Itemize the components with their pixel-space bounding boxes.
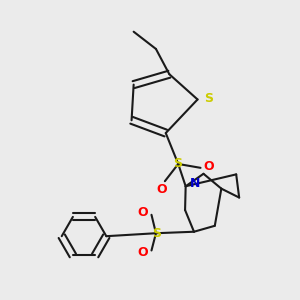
Text: S: S	[152, 227, 161, 240]
Text: O: O	[156, 183, 166, 196]
Text: O: O	[137, 246, 148, 259]
Text: S: S	[204, 92, 213, 105]
Text: S: S	[173, 157, 182, 170]
Text: O: O	[137, 206, 148, 219]
Text: O: O	[203, 160, 214, 173]
Text: N: N	[189, 177, 200, 190]
